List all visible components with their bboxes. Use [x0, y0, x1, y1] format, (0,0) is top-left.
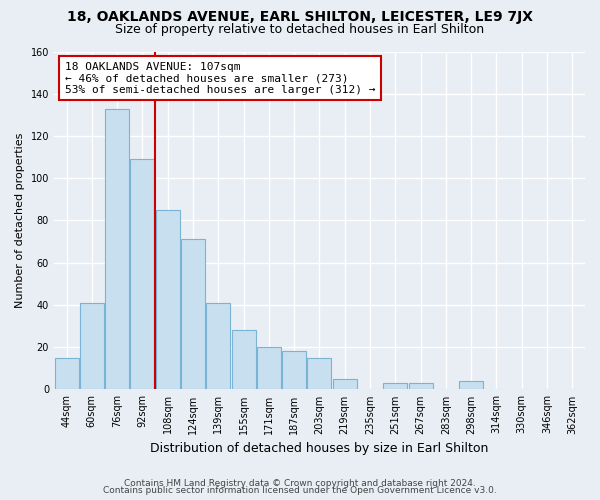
- Bar: [232, 330, 256, 390]
- Bar: [206, 303, 230, 390]
- Text: 18 OAKLANDS AVENUE: 107sqm
← 46% of detached houses are smaller (273)
53% of sem: 18 OAKLANDS AVENUE: 107sqm ← 46% of deta…: [65, 62, 375, 95]
- Text: Size of property relative to detached houses in Earl Shilton: Size of property relative to detached ho…: [115, 22, 485, 36]
- Text: 18, OAKLANDS AVENUE, EARL SHILTON, LEICESTER, LE9 7JX: 18, OAKLANDS AVENUE, EARL SHILTON, LEICE…: [67, 10, 533, 24]
- Bar: [181, 240, 205, 390]
- Bar: [383, 383, 407, 390]
- Bar: [459, 381, 483, 390]
- Y-axis label: Number of detached properties: Number of detached properties: [15, 133, 25, 308]
- Text: Contains HM Land Registry data © Crown copyright and database right 2024.: Contains HM Land Registry data © Crown c…: [124, 478, 476, 488]
- Bar: [80, 303, 104, 390]
- Text: Contains public sector information licensed under the Open Government Licence v3: Contains public sector information licen…: [103, 486, 497, 495]
- Bar: [55, 358, 79, 390]
- Bar: [307, 358, 331, 390]
- Bar: [156, 210, 180, 390]
- Bar: [130, 159, 154, 390]
- Bar: [282, 352, 306, 390]
- Bar: [409, 383, 433, 390]
- Bar: [105, 108, 129, 390]
- Bar: [257, 347, 281, 390]
- X-axis label: Distribution of detached houses by size in Earl Shilton: Distribution of detached houses by size …: [150, 442, 488, 455]
- Bar: [333, 379, 357, 390]
